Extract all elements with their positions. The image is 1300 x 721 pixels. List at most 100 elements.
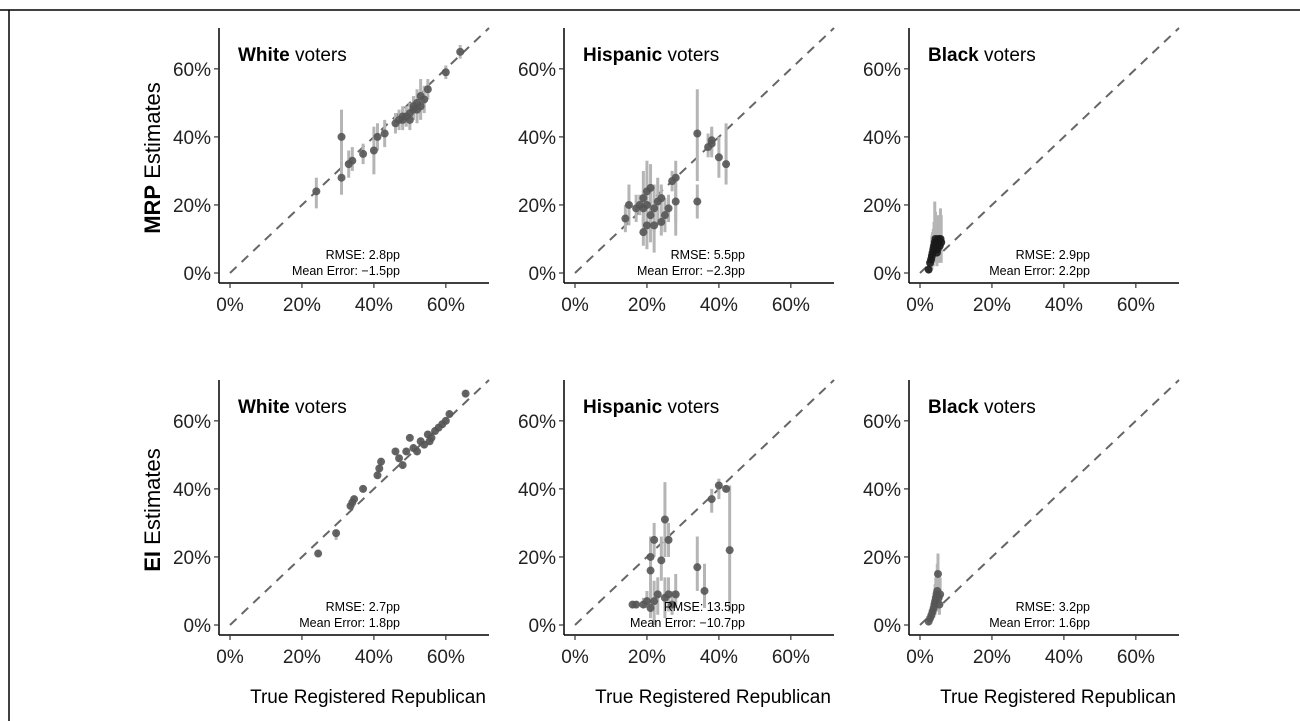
panel-1-1-title-group: White — [238, 45, 290, 66]
panel-2-3-mean-error: Mean Error: 1.6pp — [989, 616, 1090, 630]
panel-2-2-data-point — [650, 535, 659, 544]
panel-1-1-y-tick-label: 0% — [184, 264, 212, 285]
panel-2-3-data-point — [936, 590, 945, 599]
panel-2-2-data-point — [693, 563, 702, 572]
panel-1-1-y-tick-label: 60% — [173, 60, 211, 81]
panel-1-1-data-point — [373, 132, 382, 141]
panel-1-3-y-tick-label: 60% — [863, 60, 901, 81]
panel-1-2: 0% 20% 40% 60% 0% 20% 40% 60% Hispanic voters RMS… — [518, 27, 835, 316]
panel-2-2-data-point — [668, 600, 677, 609]
row-title-mrp-rest: Estimates — [140, 82, 165, 185]
panel-2-1-data-point — [402, 447, 411, 456]
panel-1-2-data-point — [642, 221, 651, 230]
panel-1-1-identity-line — [229, 27, 490, 274]
panel-1-1-data-point — [456, 47, 465, 56]
panel-2-3-title: Black voters — [928, 397, 1036, 418]
panel-2-3-title-group: Black — [928, 397, 979, 418]
panel-1-2-data-point — [714, 153, 723, 162]
panel-1-1-title: White voters — [238, 45, 347, 66]
panel-1-2-data-point — [646, 183, 655, 192]
x-axis-title-col-1: True Registered Republican — [250, 687, 486, 708]
panel-2-3-y-tick-label: 60% — [863, 412, 901, 433]
panel-2-1-data-point — [398, 461, 407, 470]
panel-2-1-x-tick-label: 40% — [355, 647, 393, 668]
panel-2-1-y-tick-label: 60% — [173, 412, 211, 433]
panel-1-2-data-point — [664, 204, 673, 213]
panel-1-3-title-group: Black — [928, 45, 979, 66]
panel-1-2-y-tick-label: 40% — [518, 128, 556, 149]
panel-2-2-data-point — [664, 590, 673, 599]
panel-2-2-rmse: RMSE: 13.5pp — [664, 600, 745, 614]
row-title-ei-method: EI — [140, 551, 165, 572]
panel-2-1-identity-line — [229, 379, 490, 626]
panel-2-2: 0% 20% 40% 60% 0% 20% 40% 60% Hispanic voters RMS… — [518, 379, 835, 668]
panel-2-3-rmse: RMSE: 3.2pp — [1016, 600, 1090, 614]
panel-1-2-title-rest: voters — [662, 45, 719, 66]
panel-1-3-mean-error: Mean Error: 2.2pp — [989, 264, 1090, 278]
panel-2-2-data-point — [653, 590, 662, 599]
panel-1-2-title-group: Hispanic — [583, 45, 663, 66]
panel-1-2-data-point — [693, 129, 702, 138]
panel-2-1-data-point — [441, 416, 450, 425]
panel-2-1-title: White voters — [238, 397, 347, 418]
panel-2-1-data-point — [391, 447, 400, 456]
panel-1-1-rmse: RMSE: 2.8pp — [326, 248, 400, 262]
panel-2-1-rmse: RMSE: 2.7pp — [326, 600, 400, 614]
panel-1-1-x-tick-label: 60% — [427, 295, 465, 316]
panel-1-1-y-tick-label: 20% — [173, 196, 211, 217]
panel-1-2-data-point — [657, 217, 666, 226]
row-title-mrp-method: MRP — [140, 185, 165, 234]
row-title-ei-rest: Estimates — [140, 448, 165, 551]
panel-2-3-data-point — [935, 600, 944, 609]
panel-1-1-data-point — [416, 102, 425, 111]
panel-2-3-x-tick-label: 40% — [1045, 647, 1083, 668]
panel-1-2-data-point — [657, 194, 666, 203]
panel-2-1-title-group: White — [238, 397, 290, 418]
panel-1-1-x-tick-label: 20% — [283, 295, 321, 316]
panel-2-1-data-point — [413, 447, 422, 456]
panel-1-3-title: Black voters — [928, 45, 1036, 66]
panel-2-2-title-group: Hispanic — [583, 397, 663, 418]
panel-1-2-x-tick-label: 40% — [700, 295, 738, 316]
panel-1-1-data-point — [337, 173, 346, 182]
panel-2-1-data-point — [314, 549, 323, 558]
panel-2-1-data-point — [461, 389, 470, 398]
panel-2-3-identity-line — [919, 379, 1180, 626]
panel-2-1-x-tick-label: 60% — [427, 647, 465, 668]
panel-2-1-data-point — [373, 471, 382, 480]
panel-1-1-data-point — [405, 115, 414, 124]
panel-1-2-data-point — [624, 200, 633, 209]
panel-1-1-data-point — [348, 156, 357, 165]
panel-1-3-x-tick-label: 0% — [906, 295, 934, 316]
panel-2-3-data-point — [933, 569, 942, 578]
panel-1-2-data-point — [660, 211, 669, 220]
panel-2-1-data-point — [332, 529, 341, 538]
panel-1-1-data-point — [420, 95, 429, 104]
panel-2-2-data-point — [642, 597, 651, 606]
panel-2-1-x-tick-label: 0% — [216, 647, 244, 668]
panel-1-1-data-point — [337, 132, 346, 141]
panel-1-2-y-tick-label: 0% — [529, 264, 557, 285]
panel-1-1-data-point — [380, 129, 389, 138]
panel-1-3-title-rest: voters — [979, 45, 1036, 66]
panel-2-3-x-tick-label: 20% — [973, 647, 1011, 668]
panel-1-1-data-point — [359, 149, 368, 158]
panel-2-2-x-tick-label: 40% — [700, 647, 738, 668]
panel-1-1-data-point — [369, 146, 378, 155]
panel-1-2-data-point — [642, 200, 651, 209]
panel-1-3: 0% 20% 40% 60% 0% 20% 40% 60% Black voters RMSE: … — [863, 27, 1180, 316]
panel-2-1-data-point — [427, 433, 436, 442]
panel-1-3-x-tick-label: 40% — [1045, 295, 1083, 316]
panel-1-1-data-point — [312, 187, 321, 196]
panel-2-1-y-tick-label: 40% — [173, 480, 211, 501]
panel-1-2-data-point — [693, 197, 702, 206]
panel-1-2-title: Hispanic voters — [583, 45, 719, 66]
panel-1-2-x-tick-label: 20% — [628, 295, 666, 316]
panel-2-3-y-tick-label: 20% — [863, 548, 901, 569]
panel-2-3-y-tick-label: 0% — [874, 616, 902, 637]
panel-1-3-y-tick-label: 40% — [863, 128, 901, 149]
panel-2-1-title-rest: voters — [290, 397, 347, 418]
panel-1-2-y-tick-label: 60% — [518, 60, 556, 81]
panel-2-2-data-point — [725, 546, 734, 555]
panel-2-2-data-point — [646, 566, 655, 575]
